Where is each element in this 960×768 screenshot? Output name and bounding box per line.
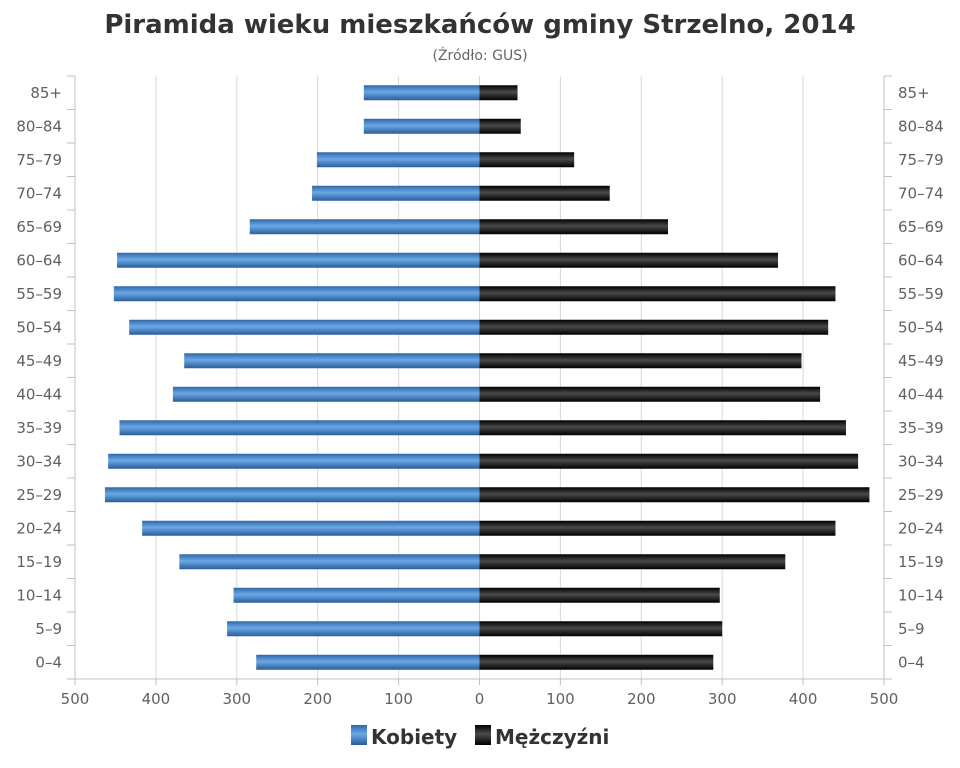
bar-mezczyzni-55-59[interactable] xyxy=(479,286,836,302)
chart-subtitle: (Źródło: GUS) xyxy=(432,46,527,64)
bar-kobiety-50-54[interactable] xyxy=(129,319,480,335)
bar-kobiety-10-14[interactable] xyxy=(233,587,480,603)
category-label-left: 55–59 xyxy=(16,285,62,303)
bar-mezczyzni-85+[interactable] xyxy=(479,85,518,101)
legend-item-female[interactable]: Kobiety xyxy=(351,725,457,749)
category-label-right: 10–14 xyxy=(898,586,944,604)
legend-swatch-female xyxy=(351,725,367,745)
category-label-right: 70–74 xyxy=(898,184,944,202)
axes xyxy=(67,75,892,685)
category-label-right: 75–79 xyxy=(898,151,944,169)
category-label-right: 40–44 xyxy=(898,385,944,403)
bar-mezczyzni-40-44[interactable] xyxy=(479,386,821,402)
bar-kobiety-70-74[interactable] xyxy=(312,185,480,201)
category-label-left: 35–39 xyxy=(16,419,62,437)
category-label-left: 80–84 xyxy=(16,117,62,135)
bar-kobiety-60-64[interactable] xyxy=(117,252,480,268)
category-label-right: 20–24 xyxy=(898,519,944,537)
legend-swatch-male xyxy=(475,725,491,745)
x-tick-label: 500 xyxy=(61,690,90,708)
bar-mezczyzni-70-74[interactable] xyxy=(479,185,610,201)
x-tick-label: 400 xyxy=(142,690,171,708)
category-label-right: 30–34 xyxy=(898,452,944,470)
x-tick-label: 300 xyxy=(708,690,737,708)
x-tick-label: 500 xyxy=(870,690,899,708)
bar-kobiety-25-29[interactable] xyxy=(104,487,480,503)
category-label-right: 55–59 xyxy=(898,285,944,303)
bar-mezczyzni-80-84[interactable] xyxy=(479,118,521,134)
category-label-right: 60–64 xyxy=(898,251,944,269)
category-label-left: 65–69 xyxy=(16,218,62,236)
category-label-right: 80–84 xyxy=(898,117,944,135)
bar-kobiety-65-69[interactable] xyxy=(249,219,480,235)
category-label-left: 0–4 xyxy=(35,653,62,671)
x-tick-label: 100 xyxy=(384,690,413,708)
bar-mezczyzni-25-29[interactable] xyxy=(479,487,870,503)
bars xyxy=(104,85,870,670)
category-label-right: 15–19 xyxy=(898,553,944,571)
category-label-left: 20–24 xyxy=(16,519,62,537)
bar-kobiety-5-9[interactable] xyxy=(227,621,480,637)
category-label-left: 75–79 xyxy=(16,151,62,169)
category-label-left: 5–9 xyxy=(35,620,62,638)
legend: Kobiety Mężczyźni xyxy=(351,725,609,749)
bar-kobiety-20-24[interactable] xyxy=(142,520,480,536)
bar-mezczyzni-10-14[interactable] xyxy=(479,587,720,603)
bar-mezczyzni-0-4[interactable] xyxy=(479,654,714,670)
legend-label-female: Kobiety xyxy=(371,725,457,749)
bar-mezczyzni-50-54[interactable] xyxy=(479,319,829,335)
bar-mezczyzni-5-9[interactable] xyxy=(479,621,723,637)
legend-item-male[interactable]: Mężczyźni xyxy=(475,725,609,749)
bar-mezczyzni-60-64[interactable] xyxy=(479,252,779,268)
category-label-left: 85+ xyxy=(30,84,62,102)
bar-kobiety-75-79[interactable] xyxy=(316,152,480,168)
bar-mezczyzni-65-69[interactable] xyxy=(479,219,668,235)
bar-kobiety-85+[interactable] xyxy=(363,85,480,101)
x-tick-label: 400 xyxy=(789,690,818,708)
bar-kobiety-40-44[interactable] xyxy=(172,386,480,402)
category-label-right: 85+ xyxy=(898,84,930,102)
x-tick-label: 200 xyxy=(627,690,656,708)
bar-kobiety-35-39[interactable] xyxy=(119,420,480,436)
category-label-right: 50–54 xyxy=(898,318,944,336)
chart-title: Piramida wieku mieszkańców gminy Strzeln… xyxy=(104,10,855,40)
bar-mezczyzni-35-39[interactable] xyxy=(479,420,846,436)
category-label-right: 45–49 xyxy=(898,352,944,370)
category-label-right: 25–29 xyxy=(898,486,944,504)
x-tick-label: 0 xyxy=(475,690,485,708)
category-label-right: 5–9 xyxy=(898,620,925,638)
category-label-left: 50–54 xyxy=(16,318,62,336)
bar-mezczyzni-30-34[interactable] xyxy=(479,453,859,469)
category-label-left: 60–64 xyxy=(16,251,62,269)
bar-kobiety-80-84[interactable] xyxy=(363,118,480,134)
bar-mezczyzni-75-79[interactable] xyxy=(479,152,575,168)
category-label-right: 35–39 xyxy=(898,419,944,437)
bar-kobiety-45-49[interactable] xyxy=(184,353,480,369)
category-label-left: 15–19 xyxy=(16,553,62,571)
category-label-left: 40–44 xyxy=(16,385,62,403)
x-tick-label: 300 xyxy=(222,690,251,708)
category-label-left: 70–74 xyxy=(16,184,62,202)
bar-mezczyzni-45-49[interactable] xyxy=(479,353,802,369)
x-tick-label: 100 xyxy=(546,690,575,708)
bar-mezczyzni-20-24[interactable] xyxy=(479,520,836,536)
category-label-left: 25–29 xyxy=(16,486,62,504)
bar-mezczyzni-15-19[interactable] xyxy=(479,554,786,570)
category-label-right: 0–4 xyxy=(898,653,925,671)
category-label-left: 10–14 xyxy=(16,586,62,604)
category-label-right: 65–69 xyxy=(898,218,944,236)
bar-kobiety-30-34[interactable] xyxy=(108,453,480,469)
x-tick-label: 200 xyxy=(303,690,332,708)
x-tick-labels: 500 400 300 200 100 0 100 200 300 400 500 xyxy=(61,690,899,708)
category-label-left: 45–49 xyxy=(16,352,62,370)
bar-kobiety-55-59[interactable] xyxy=(113,286,480,302)
category-label-left: 30–34 xyxy=(16,452,62,470)
bar-kobiety-0-4[interactable] xyxy=(256,654,480,670)
legend-label-male: Mężczyźni xyxy=(495,725,609,749)
category-labels-left: 85+ 80–84 75–79 70–74 65–69 60–64 55–59 50–54 45… xyxy=(16,84,62,672)
bar-kobiety-15-19[interactable] xyxy=(179,554,480,570)
category-labels-right: 85+ 80–84 75–79 70–74 65–69 60–64 55–59 50–54 45… xyxy=(898,84,944,672)
